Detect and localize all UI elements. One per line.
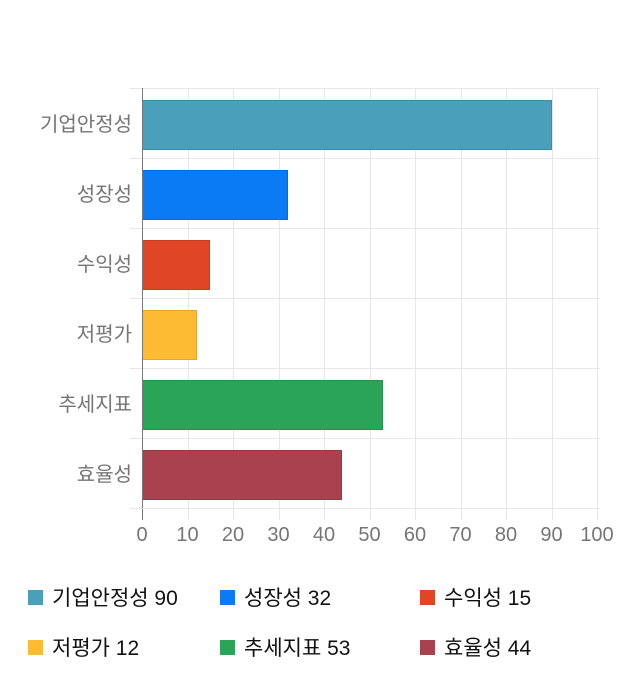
row-gridline	[130, 368, 600, 369]
row-gridline	[130, 508, 600, 509]
x-tick-mark	[369, 508, 371, 520]
legend-item: 추세지표 53	[220, 636, 350, 660]
legend-swatch	[28, 589, 43, 605]
y-axis-line	[142, 88, 143, 508]
x-gridline	[278, 88, 280, 508]
row-gridline	[130, 438, 600, 439]
x-gridline	[324, 88, 325, 508]
x-tick-mark	[597, 508, 598, 520]
category-label: 저평가	[76, 324, 132, 346]
x-gridline	[369, 88, 371, 508]
x-gridline	[551, 88, 553, 508]
x-tick-label: 50	[358, 524, 381, 546]
x-tick-mark	[324, 508, 325, 520]
x-tick-label: 10	[176, 524, 199, 546]
legend-label: 성장성 32	[244, 587, 332, 610]
x-gridline	[415, 88, 416, 508]
category-label: 기업안정성	[40, 114, 132, 136]
x-tick-mark	[460, 508, 462, 520]
x-gridline	[597, 88, 598, 508]
category-label: 추세지표	[58, 394, 132, 416]
legend-item: 수익성 15	[420, 586, 531, 610]
legend-item: 저평가 12	[28, 636, 139, 660]
x-tick-mark	[415, 508, 416, 520]
bar-5[interactable]	[142, 380, 384, 430]
category-label: 성장성	[76, 184, 132, 206]
x-tick-label: 70	[449, 524, 472, 546]
x-axis: 0 10 20 30 40 50 60 70 80 90 100	[136, 508, 614, 554]
x-tick-label: 20	[221, 524, 245, 546]
legend-label: 효율성 44	[444, 637, 532, 660]
x-tick-mark	[551, 508, 553, 520]
bar-6[interactable]	[142, 450, 343, 500]
bar-2[interactable]	[142, 170, 288, 220]
legend-label: 기업안정성 90	[52, 587, 178, 610]
x-gridline	[187, 88, 189, 508]
legend-label: 저평가 12	[52, 637, 140, 660]
x-tick-label: 0	[136, 524, 148, 546]
legend-label: 추세지표 53	[244, 637, 351, 660]
bar-3[interactable]	[142, 240, 211, 290]
x-tick-label: 60	[403, 524, 427, 546]
bar-4[interactable]	[142, 310, 197, 360]
legend-swatch	[28, 639, 43, 655]
x-tick-label: 80	[494, 524, 518, 546]
category-label: 효율성	[76, 464, 132, 486]
row-gridline	[130, 158, 600, 159]
legend-swatch	[220, 639, 235, 655]
legend-swatch	[220, 589, 235, 605]
legend-swatch	[420, 589, 435, 605]
x-gridline	[506, 88, 507, 508]
x-tick-label: 100	[580, 524, 614, 546]
legend-item: 기업안정성 90	[28, 586, 178, 610]
legend-label: 수익성 15	[444, 587, 532, 610]
row-gridline	[130, 228, 600, 229]
x-tick-label: 90	[540, 524, 563, 546]
x-tick-label: 40	[312, 524, 336, 546]
x-tick-mark	[506, 508, 507, 520]
row-gridline	[130, 298, 600, 299]
legend-swatch	[420, 639, 435, 655]
x-tick-mark	[187, 508, 189, 520]
x-tick-label: 30	[267, 524, 290, 546]
x-gridline	[460, 88, 462, 508]
bar-1[interactable]	[142, 100, 552, 150]
category-label: 수익성	[76, 254, 132, 276]
row-gridline	[130, 88, 600, 89]
plot-area	[130, 88, 600, 509]
x-gridline	[233, 88, 234, 508]
legend-item: 성장성 32	[220, 586, 331, 610]
x-tick-mark	[233, 508, 234, 520]
legend-item: 효율성 44	[420, 636, 531, 660]
x-tick-mark	[142, 508, 143, 520]
x-tick-mark	[278, 508, 280, 520]
